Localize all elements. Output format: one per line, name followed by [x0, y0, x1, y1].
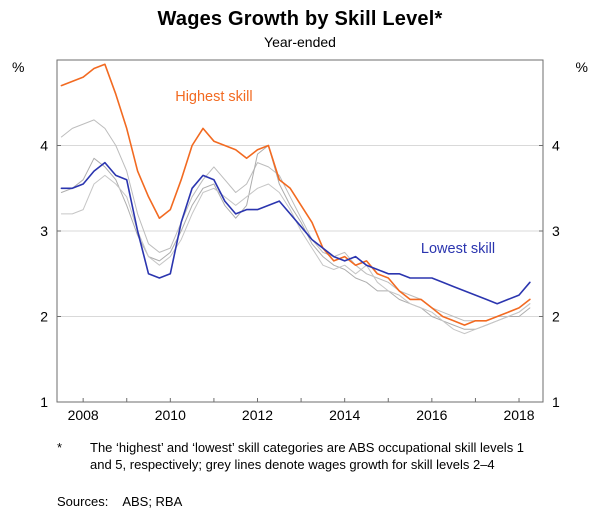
x-axis-label: 2012: [242, 407, 273, 423]
sources-label: Sources:: [57, 494, 109, 509]
series-label-lowest: Lowest skill: [421, 241, 495, 257]
y-axis-unit-right: %: [576, 59, 588, 75]
x-axis-label: 2010: [155, 407, 186, 423]
series-line-highest: [60, 63, 531, 326]
chart-subtitle: Year-ended: [264, 34, 336, 50]
y-axis-label-right: 3: [552, 223, 560, 239]
x-axis-label: 2008: [68, 407, 99, 423]
x-axis-label: 2016: [416, 407, 447, 423]
y-axis-label-left: 2: [40, 309, 48, 325]
series-line-lowest: [60, 161, 531, 305]
series-line-skill-2: [60, 119, 531, 322]
chart-svg: 1 1 2 2 3 3 4 4 2008 2010 2012 2014 2016 2018% % Highes…: [12, 59, 588, 423]
y-axis-label-left: 3: [40, 223, 48, 239]
footnote-text: The ‘highest’ and ‘lowest’ skill categor…: [90, 440, 525, 472]
sources-value: ABS; RBA: [122, 494, 183, 509]
sources-line: Sources: ABS; RBA: [57, 494, 182, 509]
series-line-skill-3: [60, 145, 531, 330]
x-axis-label: 2014: [329, 407, 360, 423]
y-axis-label-right: 2: [552, 309, 560, 325]
x-axis-label: 2018: [503, 407, 534, 423]
y-axis-label-left: 1: [40, 394, 48, 410]
footnote-marker: *: [57, 440, 63, 455]
footnote: * The ‘highest’ and ‘lowest’ skill categ…: [57, 440, 543, 473]
y-axis-label-right: 1: [552, 394, 560, 410]
y-axis-unit-left: %: [12, 59, 24, 75]
chart-title: Wages Growth by Skill Level*: [157, 8, 443, 30]
y-axis-label-left: 4: [40, 138, 48, 154]
series-label-highest: Highest skill: [175, 89, 252, 105]
y-axis-label-right: 4: [552, 138, 560, 154]
